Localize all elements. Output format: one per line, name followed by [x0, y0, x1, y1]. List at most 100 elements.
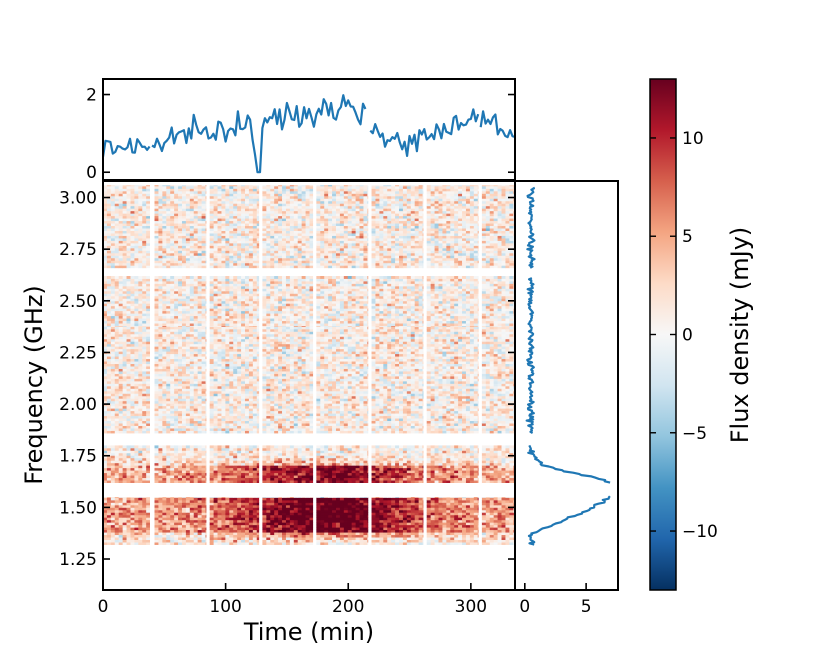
heatmap-cell	[111, 250, 115, 253]
heatmap-cell	[241, 311, 245, 314]
heatmap-cell	[130, 421, 134, 424]
heatmap-cell	[198, 265, 202, 268]
heatmap-cell	[119, 388, 123, 391]
heatmap-cell	[127, 366, 131, 369]
heatmap-cell	[174, 288, 178, 291]
heatmap-cell	[194, 532, 198, 535]
heatmap-cell	[111, 542, 115, 545]
heatmap-cell	[111, 532, 115, 535]
heatmap-cell	[178, 341, 182, 344]
heatmap-cell	[253, 421, 257, 424]
heatmap-cell	[245, 388, 249, 391]
heatmap-cell	[182, 203, 186, 206]
heatmap-cell	[233, 255, 237, 258]
heatmap-cell	[119, 250, 123, 253]
heatmap-cell	[245, 475, 249, 478]
heatmap-cell	[158, 473, 162, 476]
heatmap-cell	[202, 510, 206, 513]
heatmap-cell	[190, 473, 194, 476]
heatmap-cell	[206, 201, 207, 204]
heatmap-cell	[221, 458, 225, 461]
heatmap-cell	[170, 248, 174, 251]
heatmap-cell	[257, 537, 259, 540]
heatmap-cell	[225, 374, 229, 377]
heatmap-cell	[241, 243, 245, 246]
heatmap-cell	[210, 218, 214, 221]
heatmap-cell	[127, 313, 131, 316]
heatmap-cell	[218, 522, 222, 525]
heatmap-cell	[134, 228, 138, 231]
heatmap-cell	[115, 393, 119, 396]
heatmap-cell	[130, 527, 134, 530]
heatmap-cell	[162, 507, 166, 510]
heatmap-cell	[214, 530, 218, 533]
heatmap-cell	[158, 196, 162, 199]
heatmap-cell	[182, 245, 186, 248]
heatmap-cell	[182, 265, 186, 268]
heatmap-cell	[123, 265, 127, 268]
heatmap-cell	[190, 535, 194, 538]
heatmap-cell	[218, 364, 222, 367]
heatmap-cell	[111, 213, 115, 216]
heatmap-cell	[249, 453, 253, 456]
heatmap-cell	[115, 542, 119, 545]
heatmap-cell	[155, 393, 159, 396]
heatmap-cell	[166, 279, 170, 282]
heatmap-cell	[146, 286, 150, 289]
heatmap-cell	[142, 369, 146, 372]
heatmap-cell	[241, 265, 245, 268]
heatmap-cell	[158, 381, 162, 384]
heatmap-cell	[245, 497, 249, 498]
heatmap-cell	[119, 478, 123, 481]
heatmap-cell	[221, 535, 225, 538]
heatmap-cell	[186, 311, 190, 314]
heatmap-cell	[202, 344, 206, 347]
heatmap-cell	[155, 448, 159, 451]
heatmap-cell	[253, 455, 257, 458]
heatmap-cell	[202, 349, 206, 352]
heatmap-cell	[130, 258, 134, 261]
heatmap-cell	[202, 465, 206, 468]
heatmap-cell	[174, 321, 178, 324]
heatmap-cell	[138, 465, 142, 468]
heatmap-cell	[178, 537, 182, 540]
heatmap-cell	[229, 475, 233, 478]
heatmap-cell	[225, 369, 229, 372]
heatmap-cell	[257, 421, 259, 424]
heatmap-cell	[241, 453, 245, 456]
heatmap-cell	[127, 346, 131, 349]
heatmap-cell	[111, 497, 115, 498]
heatmap-cell	[245, 423, 249, 426]
heatmap-cell	[198, 401, 202, 404]
heatmap-cell	[233, 316, 237, 319]
heatmap-cell	[229, 500, 233, 503]
heatmap-cell	[111, 351, 115, 354]
heatmap-cell	[245, 374, 249, 377]
heatmap-cell	[186, 339, 190, 342]
heatmap-cell	[190, 445, 194, 448]
heatmap-cell	[142, 233, 146, 236]
heatmap-cell	[221, 421, 225, 424]
heatmap-cell	[210, 416, 214, 419]
heatmap-cell	[249, 497, 253, 498]
heatmap-cell	[249, 530, 253, 533]
heatmap-cell	[166, 507, 170, 510]
heatmap-cell	[146, 243, 150, 246]
heatmap-cell	[155, 391, 159, 394]
heatmap-cell	[142, 465, 146, 468]
heatmap-cell	[241, 406, 245, 409]
heatmap-cell	[158, 339, 162, 342]
heatmap-cell	[182, 233, 186, 236]
heatmap-cell	[257, 356, 259, 359]
heatmap-cell	[115, 316, 119, 319]
heatmap-cell	[170, 418, 174, 421]
heatmap-cell	[202, 376, 206, 379]
heatmap-cell	[119, 296, 123, 299]
heatmap-cell	[123, 354, 127, 357]
heatmap-cell	[198, 344, 202, 347]
heatmap-cell	[155, 198, 159, 201]
heatmap-cell	[186, 497, 190, 500]
heatmap-cell	[237, 421, 241, 424]
heatmap-cell	[218, 416, 222, 419]
heatmap-cell	[229, 398, 233, 401]
